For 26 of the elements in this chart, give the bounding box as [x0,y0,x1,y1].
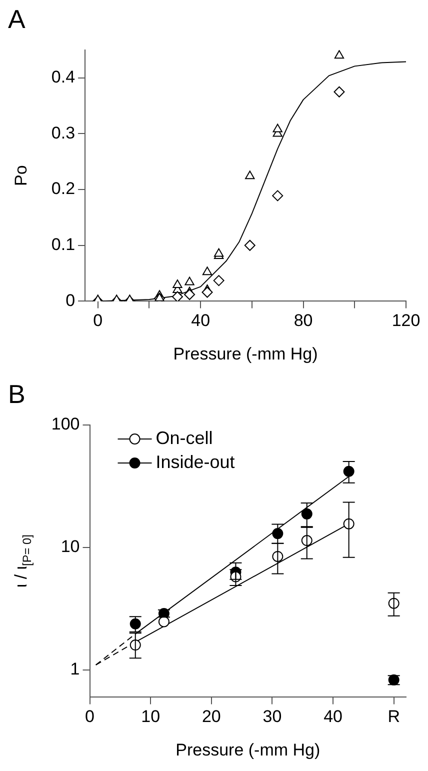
legend-label: On-cell [156,428,213,448]
x-axis-title: Pressure (-mm Hg) [176,740,320,760]
x-tick-label: 40 [191,311,210,330]
x-tick-label: R [388,707,400,726]
x-tick-label: 40 [324,707,342,726]
y-axis-title: ι / ι[P= 0] [12,534,34,588]
chart-title: B [8,379,26,410]
x-tick-label: 30 [262,707,282,726]
y-tick-label: 100 [51,414,80,434]
x-tick-label: 0 [85,707,94,726]
y-tick-label: 0 [66,290,76,310]
y-tick-label: 0.4 [51,68,76,87]
y-tick-label: 0.1 [51,235,76,254]
x-axis-title: Pressure (-mm Hg) [173,344,318,364]
chart-title: A [8,4,26,34]
y-tick-label: 0.2 [51,179,76,198]
x-tick-label: 80 [294,311,313,330]
legend-label: Inside-out [156,452,235,472]
y-axis-title: Po [12,165,31,186]
y-tick-label: 1 [70,660,80,679]
x-tick-label: 20 [202,707,221,726]
x-tick-label: 0 [93,311,103,330]
x-tick-label: 120 [392,311,420,330]
y-tick-label: 10 [60,537,80,556]
x-tick-label: 10 [141,707,160,726]
y-tick-label: 0.3 [51,123,76,142]
